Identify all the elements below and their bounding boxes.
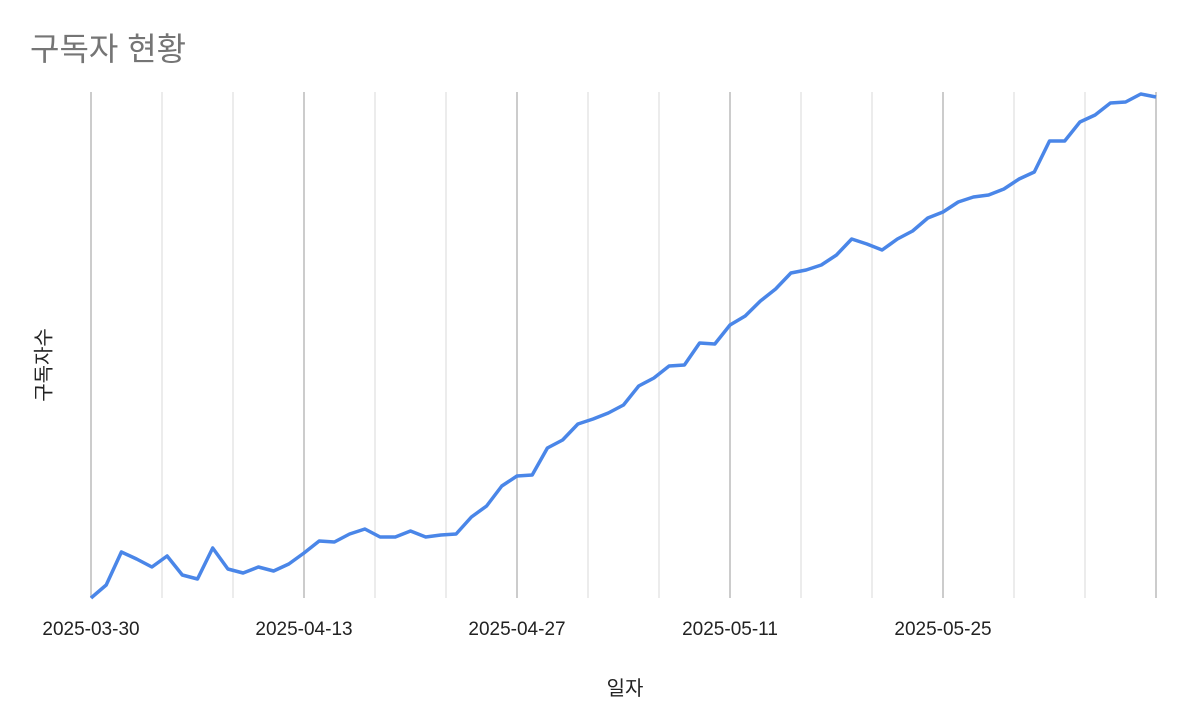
x-tick-label: 2025-04-13	[255, 619, 352, 640]
chart-title: 구독자 현황	[30, 31, 187, 67]
series-line	[89, 92, 1157, 600]
x-tick-label: 2025-03-30	[42, 619, 139, 640]
x-tick-label: 2025-05-25	[894, 619, 991, 640]
x-tick-label: 2025-05-11	[682, 619, 778, 640]
x-axis-label: 일자	[606, 678, 644, 700]
x-tick-label: 2025-04-27	[468, 619, 565, 640]
